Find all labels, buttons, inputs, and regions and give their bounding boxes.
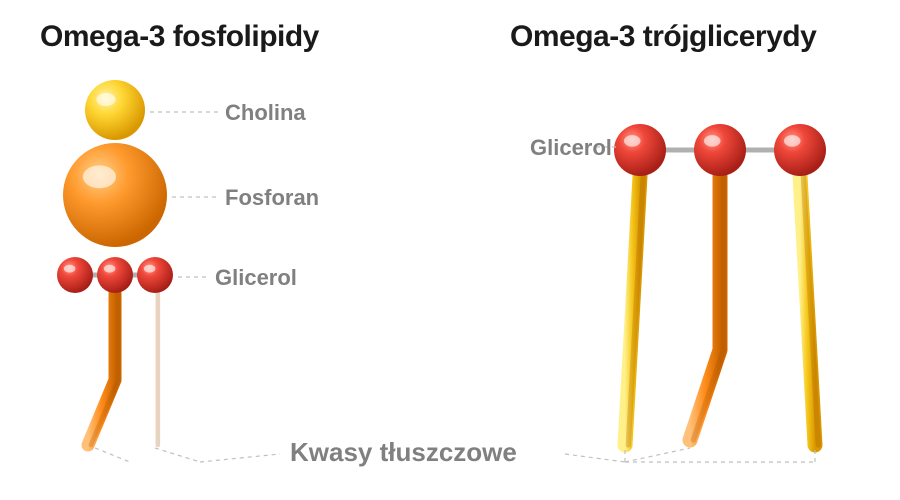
- right-glycerol-sphere-1: [694, 124, 746, 176]
- dash-kwasy_left_a: [95, 448, 130, 462]
- choline-sphere: [85, 80, 145, 140]
- choline-sphere-highlight: [96, 93, 115, 106]
- label-glicerol-right: Glicerol: [530, 135, 612, 161]
- left-glycerol-sphere-0-highlight: [64, 265, 76, 273]
- dash-kwasy_left_b: [155, 448, 200, 462]
- phosphate-sphere: [63, 143, 167, 247]
- title-left: Omega-3 fosfolipidy: [40, 20, 319, 54]
- dash-kwasy_right_b: [625, 448, 690, 462]
- left-glycerol-sphere-2-highlight: [144, 265, 156, 273]
- phosphate-sphere-highlight: [83, 165, 116, 188]
- diagram-svg: [0, 0, 900, 500]
- right-glycerol-sphere-0-highlight: [624, 135, 641, 146]
- dash-kwasy_right_a: [565, 454, 625, 462]
- left-glycerol-sphere-0: [57, 257, 93, 293]
- right-glycerol-sphere-0: [614, 124, 666, 176]
- label-fosforan: Fosforan: [225, 185, 319, 211]
- right-glycerol-sphere-1-highlight: [704, 135, 721, 146]
- label-cholina: Cholina: [225, 100, 306, 126]
- left-glycerol-sphere-1-highlight: [104, 265, 116, 273]
- left-glycerol-sphere-2: [137, 257, 173, 293]
- title-right: Omega-3 trójglicerydy: [510, 20, 816, 54]
- label-glicerol-left: Glicerol: [215, 265, 297, 291]
- right-glycerol-sphere-2: [774, 124, 826, 176]
- dash-kwasy_left_c: [200, 454, 280, 462]
- left-glycerol-sphere-1: [97, 257, 133, 293]
- label-kwasy: Kwasy tłuszczowe: [290, 437, 517, 468]
- right-glycerol-sphere-2-highlight: [784, 135, 801, 146]
